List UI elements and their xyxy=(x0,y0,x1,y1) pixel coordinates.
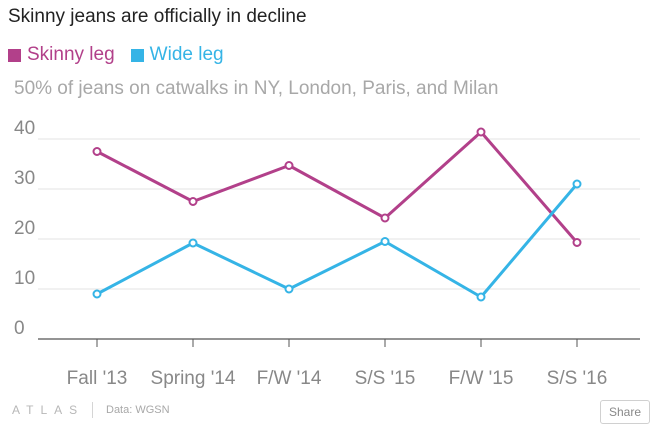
series-line-wide xyxy=(96,183,579,299)
share-button[interactable]: Share xyxy=(599,400,650,424)
data-point-wide xyxy=(188,238,198,248)
legend-label-skinny: Skinny leg xyxy=(27,44,115,65)
chart-subtitle: 50% of jeans on catwalks in NY, London, … xyxy=(14,78,499,99)
x-tick-label: F/W '15 xyxy=(449,368,514,389)
legend-label-wide: Wide leg xyxy=(149,44,224,65)
data-point-wide xyxy=(284,284,294,294)
legend-swatch-wide xyxy=(130,48,144,62)
x-tick-label: S/S '16 xyxy=(547,368,608,389)
x-tick-label: F/W '14 xyxy=(257,368,322,389)
data-source: Data: WGSN xyxy=(106,404,170,416)
data-point-skinny xyxy=(188,197,198,206)
data-point-skinny xyxy=(476,127,486,137)
data-point-skinny xyxy=(572,238,582,247)
y-tick-label: 0 xyxy=(14,318,25,339)
data-point-wide xyxy=(476,292,486,302)
x-tick-label: S/S '15 xyxy=(355,368,416,389)
data-point-wide xyxy=(572,179,582,189)
chart-title: Skinny jeans are officially in decline xyxy=(8,6,307,27)
y-tick-label: 10 xyxy=(14,268,35,289)
y-tick-label: 20 xyxy=(14,218,35,239)
data-point-wide xyxy=(92,289,102,299)
series-line-skinny xyxy=(96,130,579,244)
y-tick-label: 40 xyxy=(14,118,35,139)
legend-item-wide: Wide leg xyxy=(130,44,224,66)
data-point-skinny xyxy=(92,147,102,156)
data-point-skinny xyxy=(284,161,294,170)
legend-swatch-skinny xyxy=(8,48,21,62)
data-point-skinny xyxy=(380,213,390,223)
data-point-wide xyxy=(380,237,390,246)
legend-item-skinny: Skinny leg xyxy=(8,44,115,66)
x-tick-label: Spring '14 xyxy=(151,368,236,389)
y-tick-label: 30 xyxy=(14,168,35,189)
x-tick-label: Fall '13 xyxy=(67,368,128,389)
atlas-logo: ATLAS xyxy=(12,403,85,417)
chart-legend: Skinny leg Wide leg xyxy=(8,44,240,66)
footer-divider xyxy=(92,402,93,418)
